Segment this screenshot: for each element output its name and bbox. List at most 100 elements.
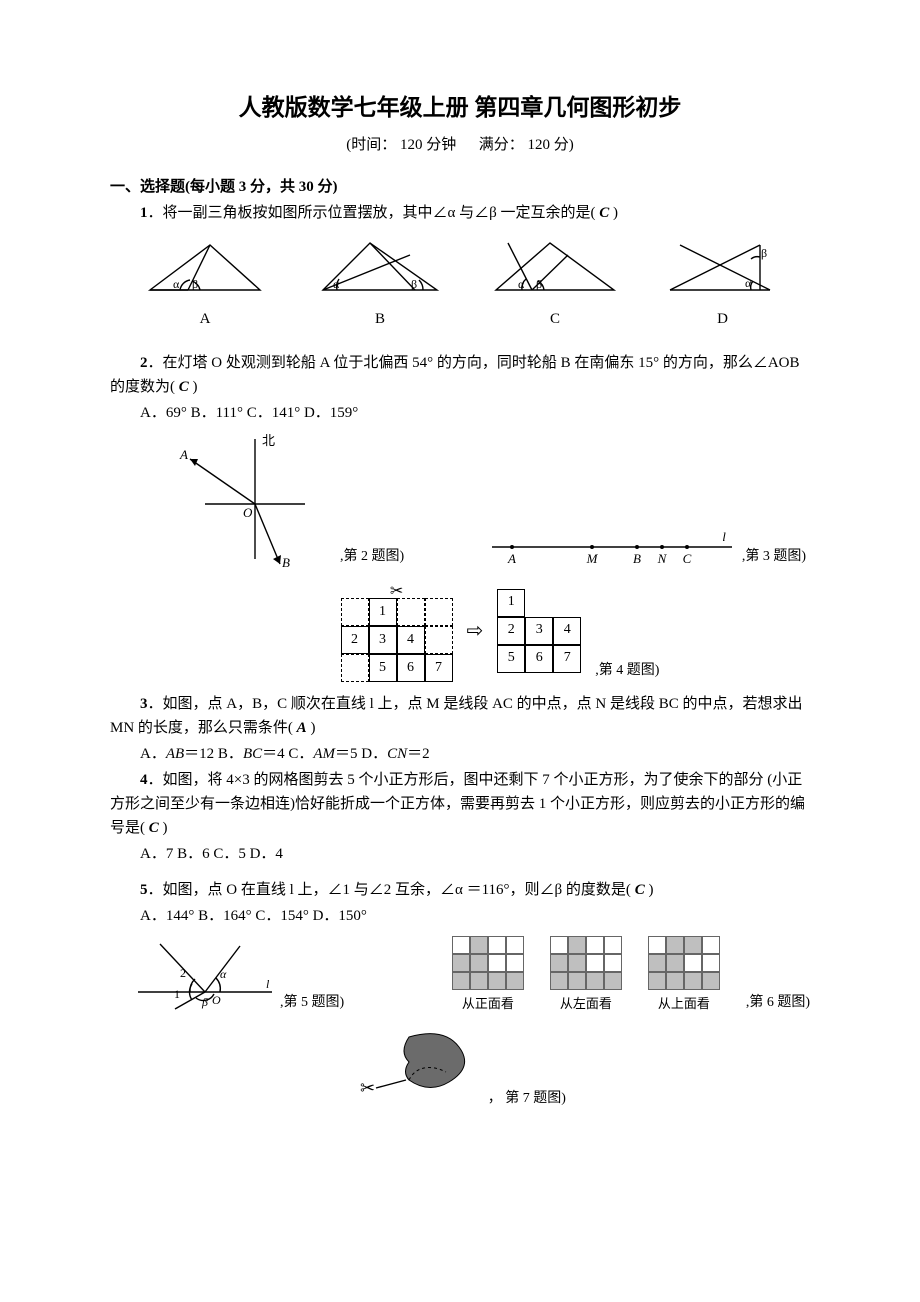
- q6-cell: [702, 972, 720, 990]
- q5-figure: 2 1 α β O l ,第 5 题图): [130, 934, 344, 1014]
- q4-right-cell: [525, 589, 553, 617]
- q6-cell: [452, 954, 470, 972]
- q3-figure: A M B N C l ,第 3 题图): [482, 519, 806, 569]
- q4-tail: ): [159, 820, 168, 836]
- q3-body: ．如图，点 A，B，C 顺次在直线 l 上，点 M 是线段 AC 的中点，点 N…: [110, 696, 803, 736]
- q6-cell: [506, 936, 524, 954]
- q1-fig-b: α β B: [315, 235, 445, 331]
- q1-fig-d: β α D: [665, 235, 780, 331]
- q3-pt-n: N: [656, 551, 667, 566]
- q1-svg-b: α β: [315, 235, 445, 305]
- q3-pt-a: A: [507, 551, 516, 566]
- q4-left-cell: [425, 626, 453, 654]
- q6-cell: [550, 972, 568, 990]
- q5-label-o: O: [212, 993, 221, 1007]
- q3-opts: A．AB＝12 B．BC＝4 C．AM＝5 D．CN＝2: [110, 742, 810, 766]
- q6-cell: [488, 972, 506, 990]
- q1-number: 1: [140, 205, 148, 221]
- q2-a-arrow: [190, 459, 198, 466]
- q4-caption: ,第 4 题图): [595, 660, 659, 682]
- q1-label-b: B: [315, 307, 445, 331]
- q2-caption: ,第 2 题图): [340, 546, 404, 568]
- q4-text: 4．如图，将 4×3 的网格图剪去 5 个小正方形后，图中还剩下 7 个小正方形…: [110, 768, 810, 840]
- q3-opt-a-it: AB: [166, 746, 184, 762]
- q1c-alpha: α: [518, 277, 525, 291]
- q1-body: ．将一副三角板按如图所示位置摆放，其中∠α 与∠β 一定互余的是(: [148, 205, 600, 221]
- q6-cell: [604, 972, 622, 990]
- q1d-alpha: α: [745, 276, 752, 290]
- q2-answer: C: [179, 379, 189, 395]
- q3-text: 3．如图，点 A，B，C 顺次在直线 l 上，点 M 是线段 AC 的中点，点 …: [110, 692, 810, 740]
- q3-pt-m: M: [585, 551, 598, 566]
- q1-svg-a: α β: [140, 235, 270, 305]
- q1-text: 1．将一副三角板按如图所示位置摆放，其中∠α 与∠β 一定互余的是( C ): [110, 201, 810, 225]
- q3-opt-d-it: CN: [387, 746, 407, 762]
- q4-left-cell: 3: [369, 626, 397, 654]
- q6-view: 从上面看: [648, 936, 720, 1015]
- q2-tail: ): [189, 379, 198, 395]
- page-meta: (时间： 120 分钟 满分： 120 分): [110, 133, 810, 157]
- q2-svg: 北 A B O: [170, 429, 340, 569]
- q1a-beta: β: [192, 277, 198, 291]
- q1-fig-c: α β C: [490, 235, 620, 331]
- q6-cell: [550, 936, 568, 954]
- q6-view: 从左面看: [550, 936, 622, 1015]
- fig2-fig3-row: 北 A B O ,第 2 题图) A M B N: [110, 429, 810, 569]
- q2-o-label: O: [243, 505, 253, 520]
- q6-cell: [666, 972, 684, 990]
- q3-opt-b-rest: ＝4 C．: [262, 746, 313, 762]
- q1-svg-c: α β: [490, 235, 620, 305]
- q2-b-label: B: [282, 555, 290, 569]
- q6-cell: [604, 936, 622, 954]
- q6-view-label: 从正面看: [452, 994, 524, 1015]
- q5-caption: ,第 5 题图): [280, 992, 344, 1014]
- q5-label-2: 2: [180, 966, 186, 980]
- q6-cell: [488, 954, 506, 972]
- q6-cell: [470, 972, 488, 990]
- q4-left-cell: 6: [397, 654, 425, 682]
- q2-opts: A．69° B．111° C．141° D．159°: [110, 401, 810, 425]
- q3-opt-c-it: AM: [313, 746, 335, 762]
- q3-svg: A M B N C l: [482, 519, 742, 569]
- q6-cell: [702, 954, 720, 972]
- q2-text: 2．在灯塔 O 处观测到轮船 A 位于北偏西 54° 的方向，同时轮船 B 在南…: [110, 351, 810, 399]
- q4-right-cell: 4: [553, 617, 581, 645]
- q4-number: 4: [140, 772, 148, 788]
- q3-opt-a-pre: A．: [140, 746, 166, 762]
- q4-left-cell: 5: [369, 654, 397, 682]
- q6-cell: [648, 954, 666, 972]
- q6-cell: [586, 972, 604, 990]
- q2-number: 2: [140, 355, 148, 371]
- q6-cell: [648, 972, 666, 990]
- q5-opts: A．144° B．164° C．154° D．150°: [110, 904, 810, 928]
- q7-scissors-icon: ✂: [360, 1078, 375, 1098]
- q2-figure: 北 A B O ,第 2 题图): [170, 429, 404, 569]
- q6-cell: [604, 954, 622, 972]
- q6-caption: ,第 6 题图): [746, 992, 810, 1014]
- q6-cell: [568, 972, 586, 990]
- q5-svg: 2 1 α β O l: [130, 934, 280, 1014]
- q6-cell: [586, 954, 604, 972]
- q5-label-l: l: [266, 977, 270, 991]
- q4-right-cell: 7: [553, 645, 581, 673]
- q6-cell: [586, 936, 604, 954]
- meta-time-label: (时间：: [346, 137, 396, 153]
- q3-number: 3: [140, 696, 148, 712]
- q3-pt-b: B: [633, 551, 641, 566]
- q1b-beta: β: [411, 277, 417, 291]
- q4-right-cell: 1: [497, 589, 525, 617]
- q5-label-1: 1: [174, 987, 180, 1001]
- q1d-beta: β: [761, 246, 767, 260]
- q1-label-d: D: [665, 307, 780, 331]
- q6-cell: [568, 936, 586, 954]
- q4-right-cell: 5: [497, 645, 525, 673]
- q1c-beta: β: [536, 277, 542, 291]
- q6-cell: [470, 954, 488, 972]
- q7-blob: [404, 1034, 465, 1088]
- q3-opt-a-rest: ＝12 B．: [184, 746, 243, 762]
- q1-label-a: A: [140, 307, 270, 331]
- q3-opt-c-rest: ＝5 D．: [335, 746, 387, 762]
- q6-cell: [684, 954, 702, 972]
- q5-label-alpha: α: [220, 967, 227, 981]
- q1-tail: ): [609, 205, 618, 221]
